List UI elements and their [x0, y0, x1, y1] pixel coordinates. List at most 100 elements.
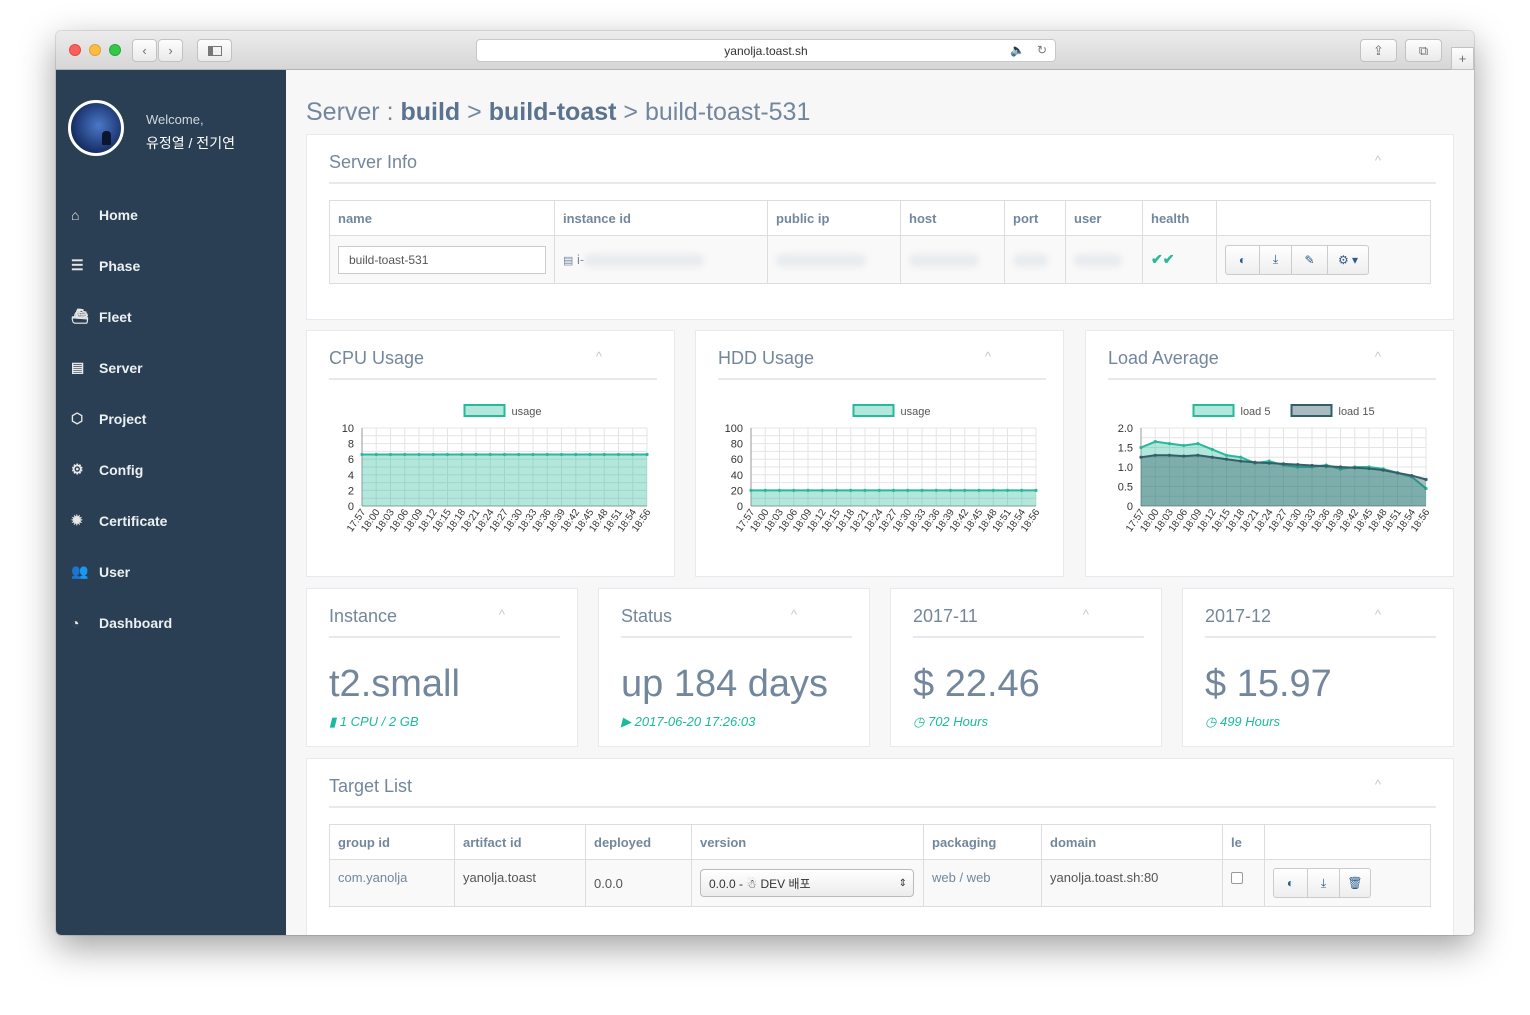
data-point	[1353, 466, 1357, 470]
toggle-button[interactable]: ◐	[1274, 869, 1308, 897]
data-point	[1196, 442, 1200, 446]
sidebar-item-dashboard[interactable]: ◔ Dashboard	[56, 597, 286, 648]
data-point	[763, 488, 767, 492]
breadcrumb-build[interactable]: build	[400, 98, 461, 126]
host-cell	[900, 235, 1005, 284]
data-point	[920, 488, 924, 492]
data-point	[963, 488, 967, 492]
reload-icon[interactable]: ↻	[1036, 43, 1047, 57]
data-point	[502, 452, 507, 457]
server-name-field[interactable]: build-toast-531	[338, 245, 546, 274]
minimize-window-button[interactable]	[89, 44, 101, 56]
sidebar-item-fleet[interactable]: ⛴ Fleet	[56, 291, 286, 342]
audio-icon[interactable]: 🔈	[1010, 43, 1025, 57]
sidebar-item-user[interactable]: 👥 User	[56, 546, 286, 597]
deploy-button[interactable]: ⤓	[1308, 869, 1340, 897]
collapse-icon[interactable]: ^	[1374, 777, 1381, 792]
share-button[interactable]: ⇪	[1360, 39, 1397, 62]
column-header: le	[1222, 824, 1265, 860]
toggle-button[interactable]: ◐	[1226, 245, 1260, 274]
data-point	[948, 488, 953, 492]
username: 유정열 / 전기연	[146, 135, 235, 151]
page-title: Server : build > build-toast > build-toa…	[306, 98, 810, 127]
home-icon: ⌂	[71, 206, 80, 223]
settings-dropdown-button[interactable]: ⚙ ▾	[1337, 252, 1359, 267]
collapse-icon[interactable]: ^	[498, 607, 505, 622]
data-point	[1005, 488, 1010, 492]
actions-cell: ◐ ⤓ ✎ ⚙ ▾	[1216, 235, 1431, 284]
column-header: deployed	[585, 824, 692, 860]
data-point	[360, 452, 364, 457]
stat-subtext: ▶ 2017-06-20 17:26:03	[621, 714, 755, 730]
collapse-icon[interactable]: ^	[1082, 607, 1089, 622]
zoom-window-button[interactable]	[109, 44, 121, 56]
panel-title: HDD Usage	[718, 348, 815, 368]
sidebar-item-project[interactable]: ⬡ Project	[56, 393, 286, 444]
sidebar-item-server[interactable]: ▤ Server	[56, 342, 286, 393]
stat-value: $ 22.46	[913, 663, 1040, 705]
target-list-table: group id artifact id deployed version pa…	[329, 824, 1431, 907]
collapse-icon[interactable]: ^	[790, 607, 797, 622]
dashboard-icon: ◔	[71, 614, 80, 631]
column-header-actions	[1264, 824, 1431, 860]
status-panel: Status ^ up 184 days ▶ 2017-06-20 17:26:…	[598, 588, 870, 747]
column-header: user	[1065, 200, 1143, 236]
data-point	[488, 452, 492, 457]
new-tab-button[interactable]: +	[1451, 47, 1474, 70]
stat-subtext-label: 702 Hours	[927, 714, 988, 729]
data-point	[445, 452, 450, 457]
sidebar-item-certificate[interactable]: ✹ Certificate	[56, 495, 286, 546]
collapse-icon[interactable]: ^	[595, 349, 602, 364]
data-point	[645, 452, 649, 457]
redacted-value	[584, 254, 705, 268]
stat-subtext-label: 499 Hours	[1219, 714, 1280, 729]
address-bar[interactable]: yanolja.toast.sh 🔈 ↻	[476, 39, 1056, 62]
data-point	[877, 488, 881, 492]
column-header: artifact id	[454, 824, 586, 860]
collapse-icon[interactable]: ^	[1374, 349, 1381, 364]
panel-title: Load Average	[1108, 348, 1219, 368]
series-area	[751, 490, 1036, 506]
panel-header: Load Average ^	[1108, 331, 1436, 380]
stat-subtext-label: 2017-06-20 17:26:03	[634, 714, 756, 729]
data-point	[1367, 466, 1371, 471]
show-tabs-button[interactable]: ⧉	[1405, 39, 1442, 62]
y-tick-label: 2	[348, 485, 354, 497]
data-point	[991, 488, 995, 492]
sidebar-item-phase[interactable]: ☰ Phase	[56, 240, 286, 291]
delete-button[interactable]: 🗑	[1347, 876, 1363, 890]
y-tick-label: 0	[737, 501, 743, 513]
sidebar-item-label: User	[99, 563, 131, 580]
download-button[interactable]: ⤓	[1260, 245, 1292, 274]
le-checkbox[interactable]	[1231, 872, 1243, 884]
plus-icon: +	[1458, 51, 1467, 66]
legend-label: load 5	[1241, 406, 1271, 418]
sidebar-item-home[interactable]: ⌂ Home	[56, 189, 286, 240]
forward-button[interactable]: ›	[158, 39, 183, 62]
avatar[interactable]	[68, 100, 124, 156]
sidebar-toggle-button[interactable]	[197, 39, 232, 62]
close-window-button[interactable]	[69, 44, 81, 56]
data-point	[403, 452, 407, 457]
y-tick-label: 2.0	[1118, 423, 1133, 435]
collapse-icon[interactable]: ^	[984, 349, 991, 364]
column-header-actions	[1216, 200, 1431, 236]
data-point	[891, 488, 896, 492]
data-point	[559, 452, 564, 457]
user-cell	[1065, 235, 1143, 284]
edit-button[interactable]: ✎	[1292, 245, 1328, 274]
deployed-cell: 0.0.0	[585, 859, 692, 907]
data-point	[460, 452, 464, 457]
gear-icon: ⚙	[71, 461, 84, 477]
target-list-panel: Target List ^ group id artifact id deplo…	[306, 758, 1454, 935]
tabs-icon: ⧉	[1418, 42, 1429, 58]
breadcrumb-build-toast[interactable]: build-toast	[488, 98, 617, 126]
back-button[interactable]: ‹	[132, 39, 157, 62]
sidebar-item-config[interactable]: ⚙ Config	[56, 444, 286, 495]
collapse-icon[interactable]: ^	[1374, 153, 1381, 168]
version-select[interactable]: 0.0.0 - ☃ DEV 배포 ⇕	[700, 869, 914, 897]
redacted-value	[1013, 254, 1048, 268]
collapse-icon[interactable]: ^	[1374, 607, 1381, 622]
instance-panel: Instance ^ t2.small ▮ 1 CPU / 2 GB	[306, 588, 578, 747]
sliders-icon: ☰	[71, 257, 84, 273]
